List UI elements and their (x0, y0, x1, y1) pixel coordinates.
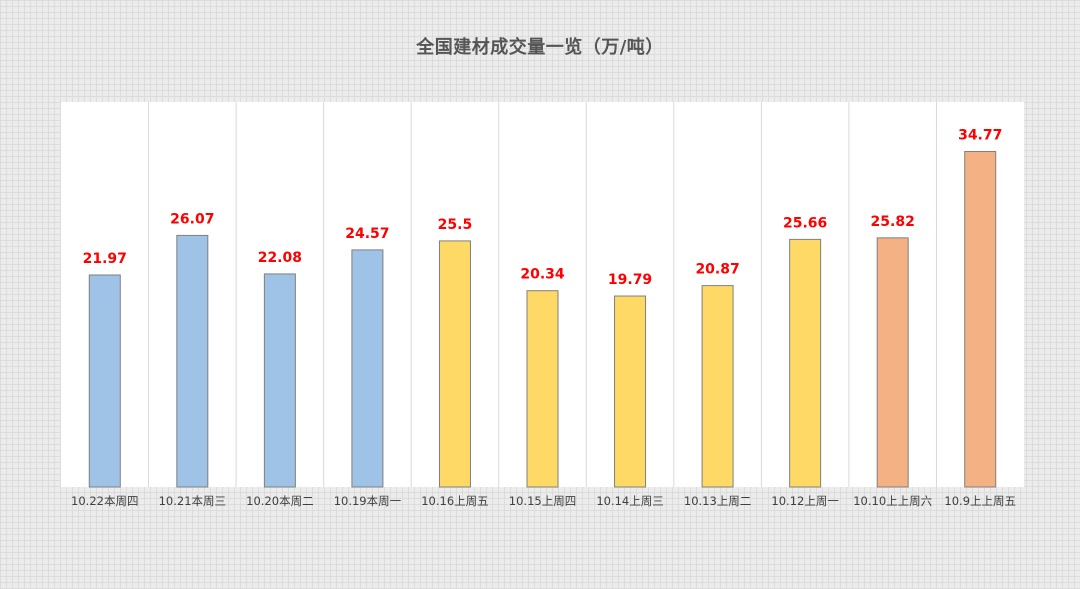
chart-title: 全国建材成交量一览（万/吨） (416, 37, 664, 58)
data-label: 25.5 (438, 217, 473, 233)
data-label: 20.87 (695, 262, 739, 278)
bar (88, 274, 121, 488)
bar (964, 150, 997, 488)
x-tick-label: 10.12上周一 (771, 494, 839, 508)
data-label: 19.79 (608, 272, 652, 288)
data-label: 21.97 (83, 251, 127, 267)
data-label: 25.66 (783, 215, 827, 231)
x-tick-label: 10.10上上周六 (853, 494, 932, 508)
bar (876, 237, 909, 488)
data-label: 34.77 (958, 127, 1002, 143)
x-tick-label: 10.20本周二 (246, 494, 313, 508)
x-tick-label: 10.21本周三 (159, 494, 226, 508)
x-tick-label: 10.22本周四 (71, 494, 138, 508)
x-tick-label: 10.14上周三 (596, 494, 663, 508)
bar (263, 273, 296, 488)
data-label: 20.34 (520, 267, 565, 283)
bar (701, 285, 734, 488)
x-tick-label: 10.9上上周五 (944, 494, 1016, 508)
bar (351, 249, 384, 488)
data-label: 25.82 (871, 214, 915, 230)
data-label: 22.08 (258, 250, 302, 266)
x-tick-label: 10.13上周二 (684, 494, 751, 508)
bar (438, 240, 471, 488)
bar (176, 234, 209, 488)
bar (789, 238, 822, 488)
x-tick-label: 10.15上周四 (509, 494, 576, 508)
data-label: 26.07 (170, 211, 214, 227)
x-tick-label: 10.19本周一 (334, 494, 402, 508)
bar (614, 295, 647, 488)
bar (526, 290, 559, 488)
data-label: 24.57 (345, 226, 389, 242)
x-tick-label: 10.16上周五 (421, 494, 488, 508)
